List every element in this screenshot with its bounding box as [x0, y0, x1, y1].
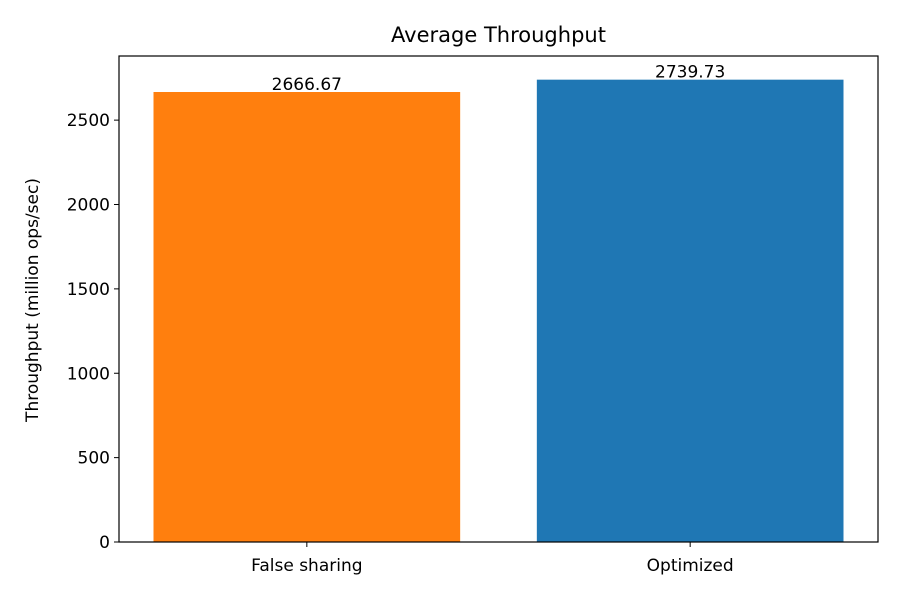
- bar-value-label-optimized: 2739.73: [655, 63, 725, 83]
- plot-frame: [118, 55, 879, 543]
- y-tick-label: 2000: [67, 196, 110, 216]
- bars-layer: 2666.67 2739.73: [153, 63, 844, 542]
- y-tick-label: 0: [99, 533, 110, 553]
- y-tick-label: 2500: [67, 111, 110, 131]
- x-axis-ticks: False sharing Optimized: [251, 542, 734, 576]
- y-tick-label: 1000: [67, 364, 110, 384]
- y-axis-ticks: 0 500 1000 1500 2000 2500: [67, 111, 119, 553]
- y-axis-label: Throughput (million ops/sec): [23, 178, 43, 423]
- y-tick-label: 500: [78, 449, 110, 469]
- bar-optimized: [536, 79, 844, 542]
- chart-title: Average Throughput: [391, 23, 606, 47]
- bar-value-label-false-sharing: 2666.67: [272, 75, 342, 95]
- x-tick-label-optimized: Optimized: [647, 556, 734, 576]
- bar-false-sharing: [153, 91, 461, 542]
- x-tick-label-false-sharing: False sharing: [251, 556, 362, 576]
- y-tick-label: 1500: [67, 280, 110, 300]
